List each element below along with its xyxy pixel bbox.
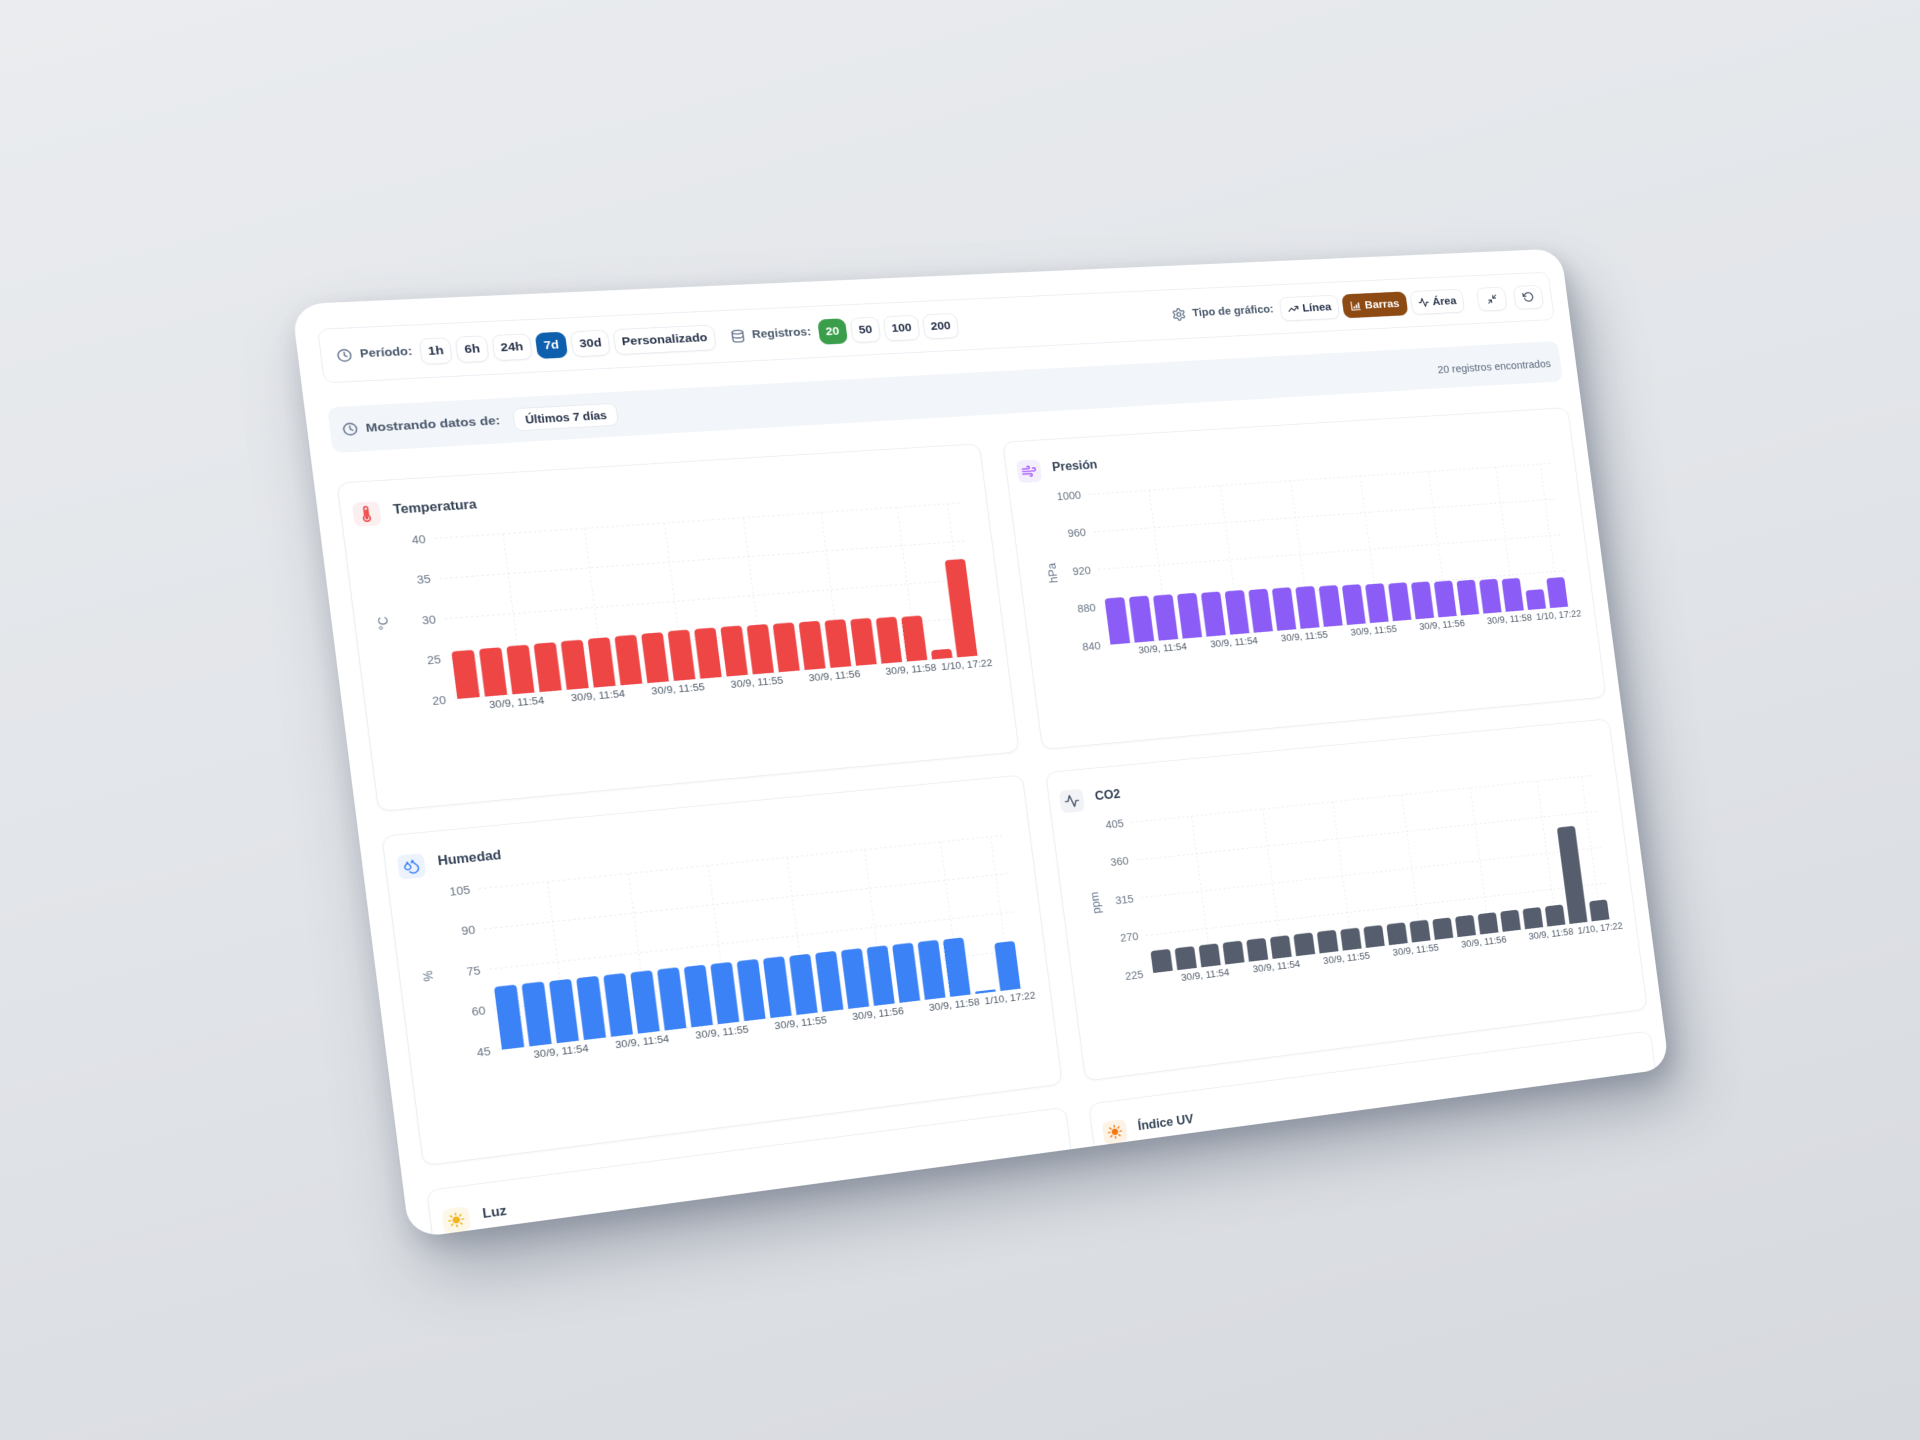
svg-text:90: 90	[461, 924, 477, 938]
svg-text:30/9, 11:54: 30/9, 11:54	[1181, 968, 1230, 984]
svg-text:1/10, 17:22: 1/10, 17:22	[1536, 609, 1582, 623]
svg-text:270: 270	[1120, 931, 1140, 945]
svg-text:45: 45	[476, 1045, 492, 1060]
svg-text:30: 30	[421, 613, 437, 627]
svg-text:315: 315	[1115, 893, 1135, 907]
svg-text:30/9, 11:56: 30/9, 11:56	[808, 669, 861, 684]
svg-text:880: 880	[1077, 602, 1097, 615]
svg-text:360: 360	[1110, 855, 1130, 869]
svg-text:840: 840	[1082, 640, 1102, 654]
svg-text:30/9, 11:54: 30/9, 11:54	[1138, 642, 1188, 656]
svg-text:30/9, 11:54: 30/9, 11:54	[489, 696, 545, 712]
svg-text:1000: 1000	[1056, 489, 1082, 503]
svg-text:920: 920	[1072, 564, 1092, 577]
svg-text:30/9, 11:56: 30/9, 11:56	[1461, 935, 1508, 950]
svg-text:30/9, 11:58: 30/9, 11:58	[928, 997, 980, 1014]
svg-text:°C: °C	[375, 616, 392, 631]
svg-text:960: 960	[1067, 527, 1087, 540]
svg-text:30/9, 11:55: 30/9, 11:55	[1280, 630, 1328, 644]
svg-text:75: 75	[466, 964, 482, 978]
svg-text:30/9, 11:56: 30/9, 11:56	[1419, 619, 1466, 633]
svg-text:30/9, 11:55: 30/9, 11:55	[1323, 951, 1371, 967]
svg-text:30/9, 11:55: 30/9, 11:55	[730, 676, 784, 691]
svg-text:30/9, 11:54: 30/9, 11:54	[570, 689, 625, 704]
svg-text:30/9, 11:55: 30/9, 11:55	[774, 1016, 828, 1033]
svg-text:35: 35	[416, 573, 432, 587]
svg-text:30/9, 11:56: 30/9, 11:56	[852, 1006, 905, 1023]
svg-text:1/10, 17:22: 1/10, 17:22	[941, 658, 993, 673]
svg-text:105: 105	[449, 884, 471, 899]
svg-text:20: 20	[431, 694, 447, 708]
svg-text:225: 225	[1124, 968, 1144, 982]
svg-text:30/9, 11:58: 30/9, 11:58	[885, 663, 937, 678]
svg-text:30/9, 11:54: 30/9, 11:54	[1210, 636, 1259, 650]
svg-text:30/9, 11:55: 30/9, 11:55	[651, 682, 706, 697]
svg-text:30/9, 11:54: 30/9, 11:54	[1252, 960, 1301, 976]
svg-text:hPa: hPa	[1044, 562, 1060, 584]
svg-text:30/9, 11:58: 30/9, 11:58	[1528, 927, 1574, 942]
svg-text:30/9, 11:55: 30/9, 11:55	[695, 1025, 749, 1042]
svg-text:1/10, 17:22: 1/10, 17:22	[1577, 922, 1623, 937]
svg-text:30/9, 11:54: 30/9, 11:54	[615, 1034, 670, 1051]
svg-text:30/9, 11:55: 30/9, 11:55	[1350, 625, 1397, 639]
svg-text:1/10, 17:22: 1/10, 17:22	[984, 991, 1036, 1007]
svg-text:30/9, 11:54: 30/9, 11:54	[533, 1044, 589, 1061]
svg-text:%: %	[420, 969, 437, 982]
svg-text:25: 25	[426, 654, 442, 668]
svg-text:40: 40	[411, 533, 427, 547]
svg-text:ppm: ppm	[1087, 891, 1103, 914]
svg-text:30/9, 11:55: 30/9, 11:55	[1392, 943, 1439, 958]
svg-text:405: 405	[1105, 817, 1125, 831]
svg-text:30/9, 11:58: 30/9, 11:58	[1486, 613, 1532, 627]
svg-text:60: 60	[471, 1005, 487, 1019]
